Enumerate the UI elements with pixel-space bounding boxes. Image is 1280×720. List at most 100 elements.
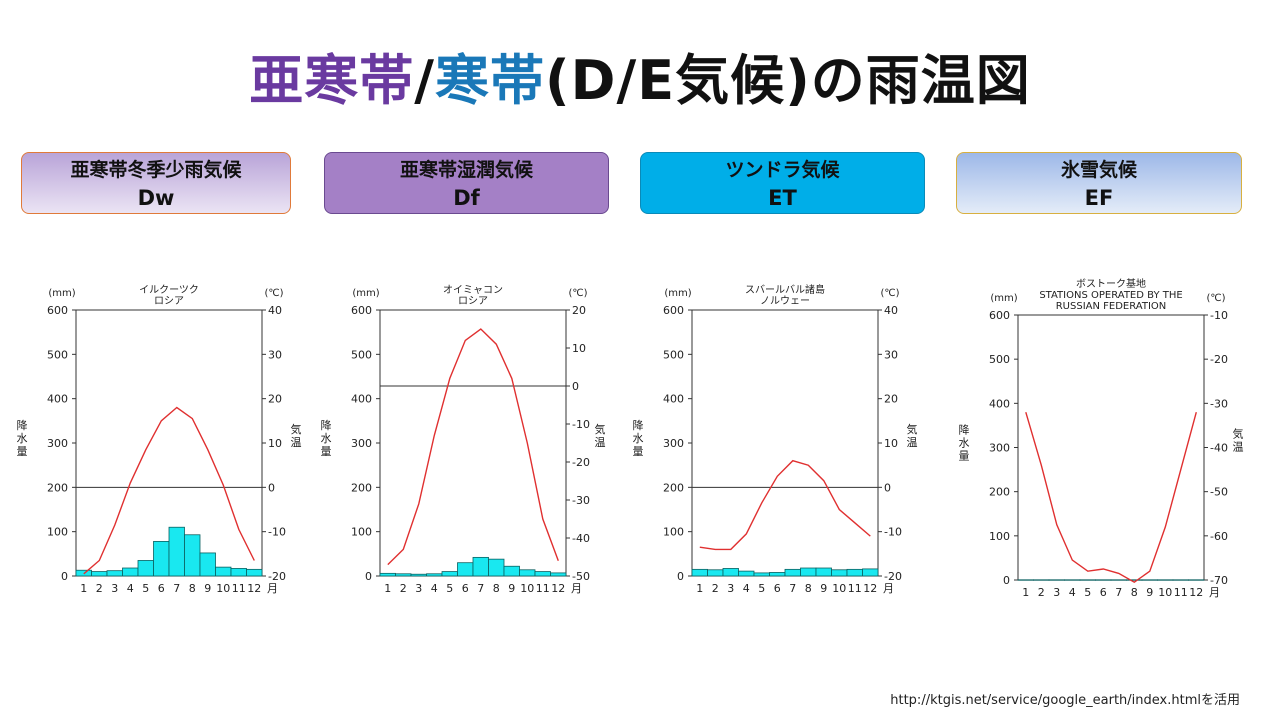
month-tick-label: 5 [1084,586,1091,599]
month-tick-label: 8 [493,582,500,595]
climate-box-code: Dw [137,186,175,210]
month-tick-label: 7 [477,582,484,595]
chart-title-line: スバールバル諸島 [745,283,825,296]
precip-bar [1172,579,1189,581]
climate-box-df: 亜寒帯湿潤気候 Df [324,152,609,214]
precip-bar [1017,579,1034,581]
precip-axis-label-char: 降 [321,418,332,432]
temp-tick-label: 40 [884,304,898,317]
temp-axis-label-char: 気 [907,422,918,436]
temp-unit-label: (℃) [568,288,587,299]
month-tick-label: 3 [415,582,422,595]
title-subarctic: 亜寒帯 [249,49,415,112]
temp-tick-label: 10 [572,342,586,355]
temp-tick-label: -10 [572,418,590,431]
page-title: 亜寒帯/寒帯(D/E気候)の雨温図 [0,36,1280,115]
precip-bar [91,571,108,577]
precip-bar [707,569,724,577]
month-tick-label: 4 [1069,586,1076,599]
precip-tick-label: 600 [351,304,372,317]
month-tick-label: 10 [832,582,846,595]
month-tick-label: 6 [158,582,165,595]
temp-tick-label: -30 [1210,397,1228,410]
month-tick-label: 12 [247,582,261,595]
temp-unit-label: (℃) [264,288,283,299]
precip-bar [1157,579,1174,581]
precip-tick-label: 200 [663,481,684,494]
temp-tick-label: 30 [268,348,282,361]
month-tick-label: 5 [446,582,453,595]
precip-tick-label: 500 [989,353,1010,366]
month-tick-label: 1 [384,582,391,595]
precip-bar [519,569,536,577]
month-tick-label: 1 [80,582,87,595]
temp-axis-label-char: 温 [595,436,606,449]
temp-tick-label: 40 [268,304,282,317]
precip-tick-label: 600 [47,304,68,317]
climate-box-name: 亜寒帯冬季少雨気候 [70,159,242,181]
precip-bar [503,565,520,577]
chart-title-line: イルクーツク [139,284,199,296]
precip-tick-label: 200 [47,481,68,494]
precip-axis-label-char: 量 [633,445,644,458]
precip-bar [246,568,263,577]
precip-bar [550,572,567,577]
temp-tick-label: -30 [572,494,590,507]
temp-tick-label: -50 [1210,486,1228,499]
chart-title-line: STATIONS OPERATED BY THE [1039,290,1182,301]
precip-tick-label: 100 [989,530,1010,543]
precip-bar [831,569,848,577]
precip-tick-label: 300 [47,437,68,450]
month-tick-label: 10 [1158,586,1172,599]
precip-axis-label-char: 量 [959,450,970,463]
temp-tick-label: -10 [268,526,286,539]
month-tick-label: 8 [805,582,812,595]
precip-bar [457,562,474,577]
month-tick-label: 11 [848,582,862,595]
temperature-line [83,406,255,575]
precip-tick-label: 600 [989,309,1010,322]
temp-tick-label: 0 [268,481,275,494]
month-tick-label: 3 [111,582,118,595]
temp-tick-label: 20 [572,304,586,317]
precip-axis-label-char: 降 [959,423,970,437]
temp-tick-label: -40 [1210,442,1228,455]
precip-tick-label: 0 [677,570,684,583]
month-tick-label: 5 [758,582,765,595]
precip-axis-label-char: 量 [321,445,332,458]
month-tick-label: 10 [520,582,534,595]
precip-bar [184,534,201,577]
chart-title-line: ロシア [154,296,184,307]
month-tick-label: 12 [863,582,877,595]
month-tick-label: 11 [232,582,246,595]
temp-tick-label: -20 [268,570,286,583]
precip-bar [215,566,232,577]
precip-bar [410,573,427,577]
precip-bar [691,568,708,577]
precip-axis-label-char: 水 [633,432,644,445]
precip-bar [753,572,770,577]
chart-title-line: ロシア [458,296,488,307]
precip-bar [426,573,443,577]
month-tick-label: 7 [173,582,180,595]
temp-unit-label: (℃) [1206,293,1225,304]
climate-box-code: EF [1084,186,1114,210]
month-unit-label: 月 [883,582,894,595]
climate-box-name: 氷雪気候 [1060,159,1137,181]
month-tick-label: 12 [1189,586,1203,599]
title-rest: (D/E気候)の雨温図 [544,49,1031,112]
temp-axis-label-char: 気 [291,422,302,436]
month-tick-label: 1 [696,582,703,595]
precip-bar [1079,579,1096,581]
precip-unit-label: (mm) [664,288,691,299]
precip-bar [395,573,412,577]
precip-bar [168,526,185,577]
precip-tick-label: 0 [1003,574,1010,587]
month-tick-label: 3 [1053,586,1060,599]
month-tick-label: 6 [462,582,469,595]
temp-tick-label: -10 [1210,309,1228,322]
precip-tick-label: 400 [351,393,372,406]
month-tick-label: 11 [1174,586,1188,599]
precip-unit-label: (mm) [352,288,379,299]
